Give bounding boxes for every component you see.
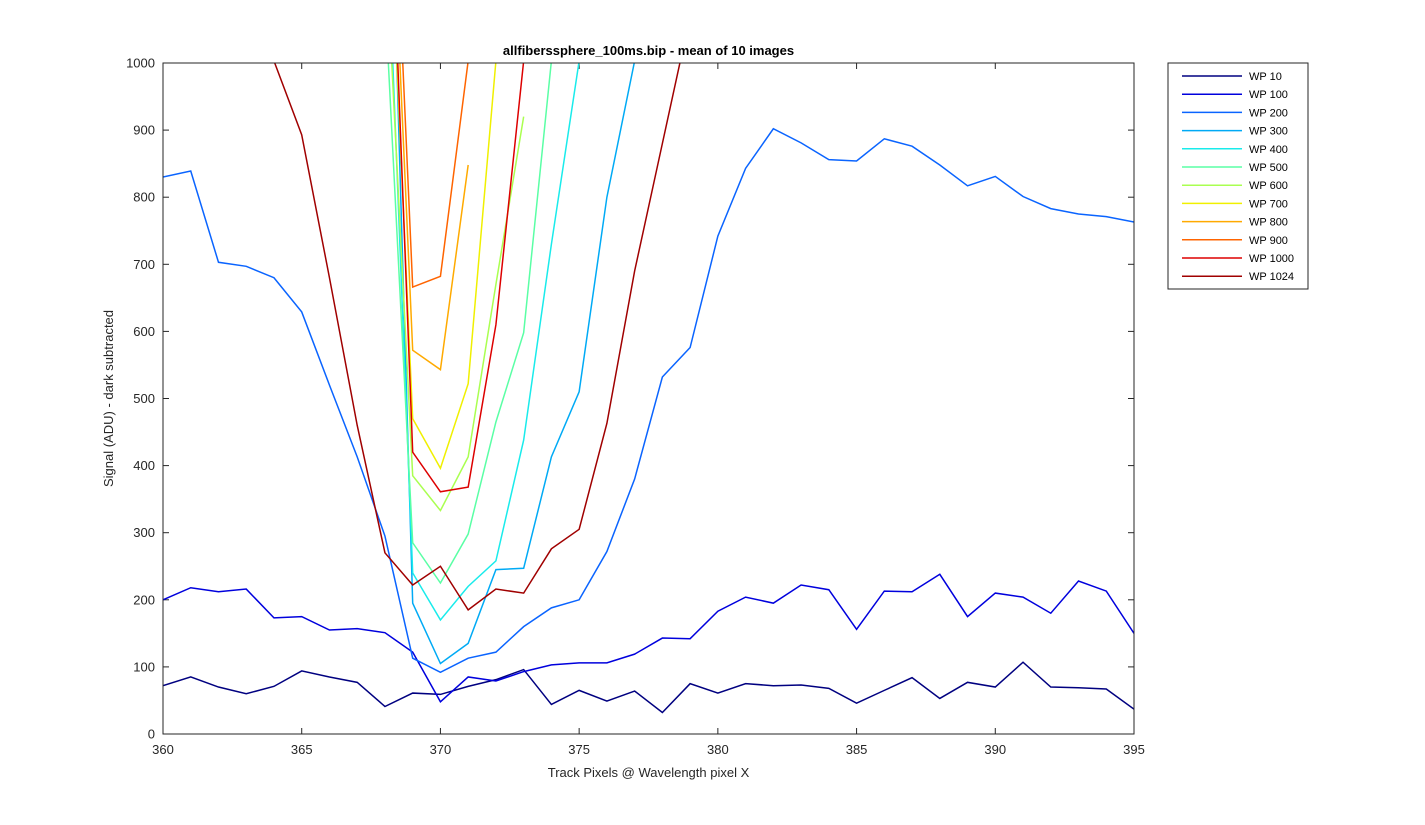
legend-entry-label: WP 300 [1249, 126, 1288, 138]
legend-entry-label: WP 700 [1249, 198, 1288, 210]
legend-entry-label: WP 200 [1249, 107, 1288, 119]
series-line-wp-400 [392, 63, 580, 622]
x-tick-label: 395 [1123, 742, 1145, 757]
y-tick-label: 0 [148, 727, 155, 742]
series-line-wp-800 [399, 63, 469, 371]
legend-entry-label: WP 400 [1249, 144, 1288, 156]
series-line-wp-10 [163, 661, 1134, 714]
y-tick-label: 200 [133, 592, 155, 607]
y-axis-title: Signal (ADU) - dark subtracted [101, 310, 116, 487]
legend-entry-label: WP 1024 [1249, 271, 1294, 283]
series-line-wp-300 [396, 63, 635, 665]
x-tick-label: 380 [707, 742, 729, 757]
plot-area [163, 63, 1134, 734]
x-axis-title: Track Pixels @ Wavelength pixel X [548, 765, 750, 780]
y-tick-label: 1000 [126, 56, 155, 71]
x-tick-label: 390 [984, 742, 1006, 757]
series-line-wp-100 [163, 573, 1134, 703]
y-tick-label: 700 [133, 257, 155, 272]
y-tick-label: 400 [133, 458, 155, 473]
y-tick-label: 900 [133, 123, 155, 138]
series-layer [163, 63, 1134, 714]
chart-title: allfiberssphere_100ms.bip - mean of 10 i… [503, 43, 794, 58]
series-line-wp-500 [387, 63, 552, 585]
x-tick-label: 360 [152, 742, 174, 757]
series-line-wp-1000 [397, 63, 525, 493]
series-line-wp-900 [402, 63, 469, 289]
legend-entry-label: WP 10 [1249, 71, 1282, 83]
y-tick-label: 300 [133, 525, 155, 540]
x-tick-labels: 360 365 370 375 380 385 390 395 [152, 742, 1145, 757]
x-tick-label: 370 [430, 742, 452, 757]
legend-entry-label: WP 900 [1249, 235, 1288, 247]
legend-entry-label: WP 800 [1249, 217, 1288, 229]
legend-entry-label: WP 600 [1249, 180, 1288, 192]
x-tick-label: 385 [846, 742, 868, 757]
legend-box [1167, 62, 1309, 290]
y-tick-label: 600 [133, 324, 155, 339]
legend-entry-label: WP 500 [1249, 162, 1288, 174]
y-tick-label: 800 [133, 190, 155, 205]
legend: WP 10 WP 100 WP 200 WP 300 WP 400 WP 500 WP 60… [1167, 62, 1309, 290]
x-tick-label: 375 [568, 742, 590, 757]
legend-entry-label: WP 1000 [1249, 253, 1294, 265]
series-line-wp-600 [390, 63, 525, 512]
x-tick-label: 365 [291, 742, 313, 757]
y-tick-label: 100 [133, 659, 155, 674]
series-line-wp-1024 [273, 63, 681, 611]
legend-entry-label: WP 100 [1249, 89, 1288, 101]
series-line-wp-200 [163, 127, 1134, 674]
y-tick-label: 500 [133, 391, 155, 406]
y-tick-labels: 0 100 200 300 400 500 600 700 800 900 1000 [126, 56, 155, 742]
plot-frame [162, 62, 1135, 735]
